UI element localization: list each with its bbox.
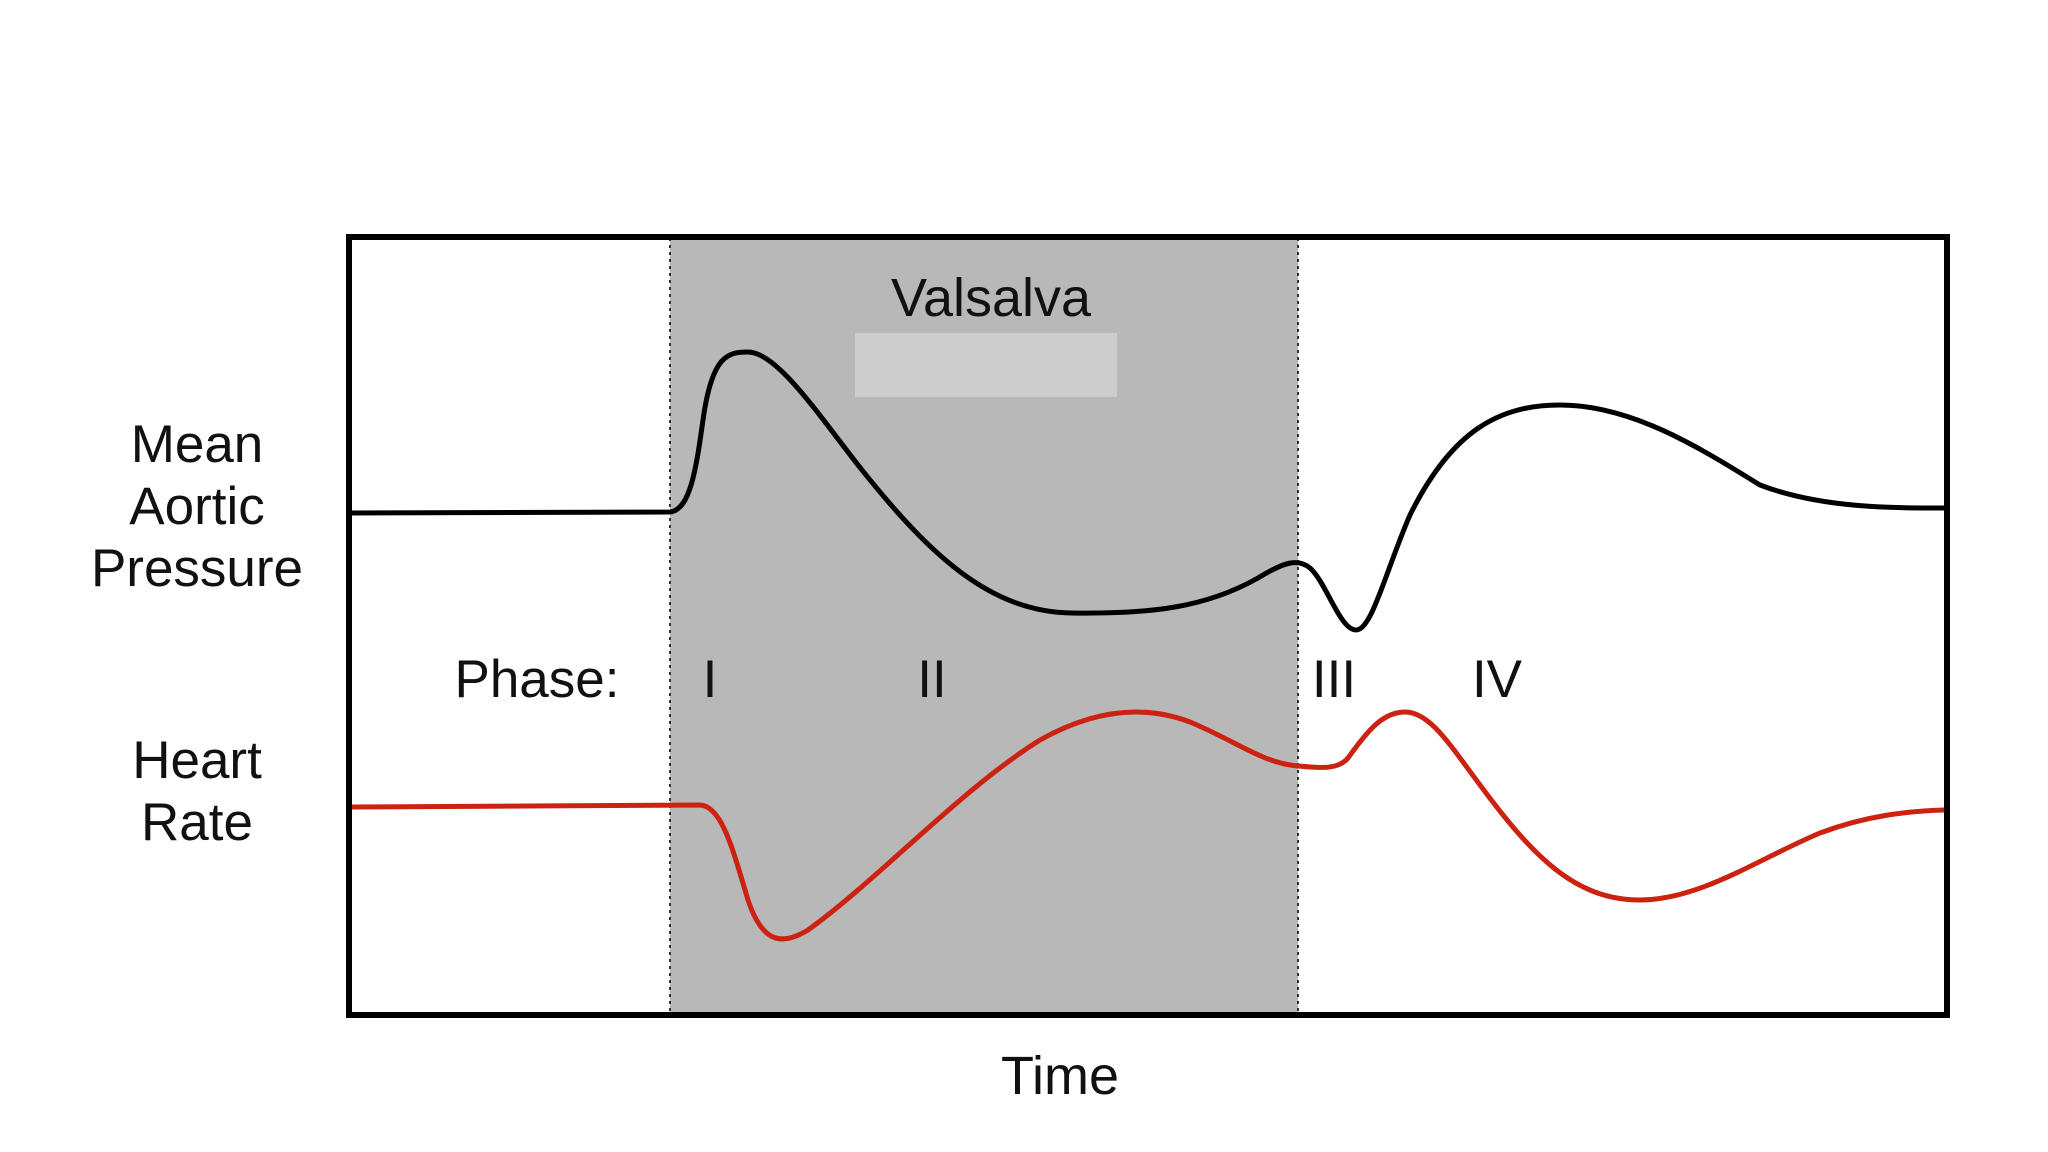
heart-rate-label-line2: Rate [141, 793, 253, 852]
phase-label: Phase: [454, 650, 619, 709]
valsalva-label: Valsalva [891, 268, 1092, 328]
plot-frame [346, 234, 1950, 1018]
pressure-label-line2: Aortic [129, 477, 264, 536]
phase-1-label: I [703, 650, 718, 709]
x-axis-label: Time [1001, 1046, 1119, 1106]
heart-rate-label-line1: Heart [132, 731, 262, 790]
phase-3-label: III [1312, 650, 1356, 709]
pressure-curve [347, 349, 1947, 633]
phase-4-label: IV [1472, 650, 1523, 709]
pressure-label-line1: Mean [131, 415, 264, 474]
phase-2-label: II [917, 650, 946, 709]
heart-rate-curve [347, 709, 1947, 942]
pressure-label-line3: Pressure [91, 539, 303, 598]
valsalva-label-highlight [855, 333, 1117, 397]
